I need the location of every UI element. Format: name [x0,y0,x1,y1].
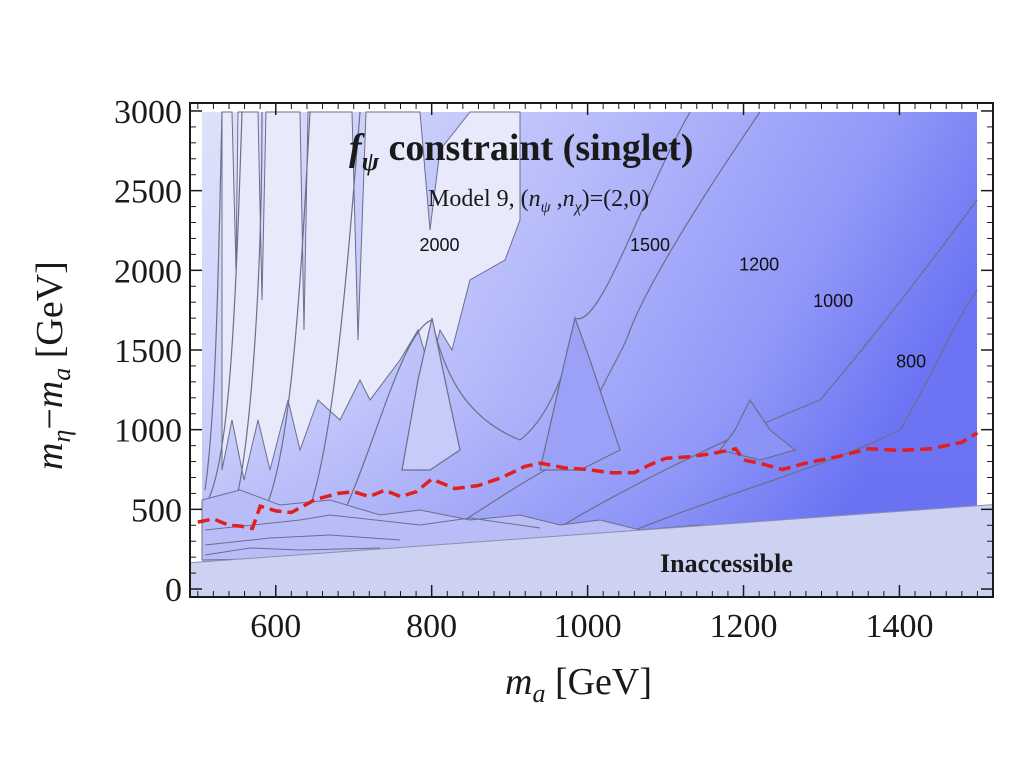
contour-label: 1000 [813,291,853,311]
y-axis-label: mη−ma [GeV] [29,261,76,470]
chart-subtitle: Model 9, (nψ ,nχ)=(2,0) [428,186,649,216]
contour-label: 2000 [419,235,459,255]
inaccessible-label: Inaccessible [660,549,793,578]
chart-title: fψ constraint (singlet) [349,127,694,176]
y-tick-label: 1500 [114,333,182,370]
x-axis: 600 800 1000 1200 1400 [197,103,978,645]
x-tick-label: 1400 [865,608,933,645]
contour-region-1500 [204,111,978,546]
contour-region-2000 [221,111,521,481]
x-axis-label: ma [GeV] [505,661,652,708]
contour-spike-800 [401,317,461,471]
y-tick-label: 2000 [114,253,182,290]
y-tick-label: 500 [131,492,182,529]
x-tick-label: 1000 [554,608,622,645]
x-tick-label: 800 [406,608,457,645]
contour-label: 800 [896,352,926,372]
x-tick-label: 1200 [710,608,778,645]
contour-label: 1500 [630,235,670,255]
y-tick-label: 3000 [114,94,182,131]
contour-lower-lines [204,514,541,556]
y-tick-label: 0 [165,572,182,609]
x-tick-label: 600 [250,608,301,645]
plot-area [190,103,993,597]
contour-labels: 2000 1500 1200 1000 800 [419,235,926,371]
y-axis: 0 500 1000 1500 2000 2500 3000 [114,94,993,609]
y-tick-label: 2500 [114,174,182,211]
contour-label: 1200 [739,254,779,274]
inaccessible-region [190,504,993,597]
y-tick-label: 1000 [114,413,182,450]
contour-spike-1200 [718,398,797,461]
